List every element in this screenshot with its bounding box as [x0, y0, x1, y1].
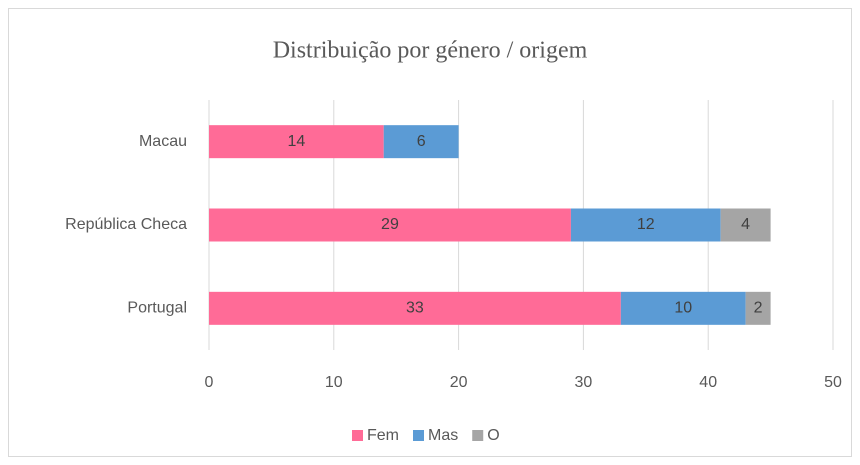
bar [745, 291, 771, 325]
x-tick-label: 10 [325, 374, 343, 391]
y-tick-label: Portugal [127, 300, 187, 317]
data-label: 33 [406, 300, 424, 317]
data-label: 4 [741, 216, 750, 233]
data-label: 2 [754, 300, 763, 317]
legend-label: Fem [367, 427, 399, 444]
bar [209, 125, 384, 159]
data-label: 10 [674, 300, 692, 317]
y-tick-label: República Checa [65, 216, 187, 233]
chart-title: Distribuição por género / origem [273, 38, 588, 64]
legend-swatch [472, 430, 484, 441]
x-tick-label: 0 [205, 374, 214, 391]
bar [620, 291, 746, 325]
y-tick-label: Macau [139, 133, 187, 150]
x-tick-label: 50 [824, 374, 842, 391]
bar [209, 291, 621, 325]
bar [720, 208, 771, 242]
legend-swatch [352, 430, 363, 441]
legend-label: O [487, 427, 499, 444]
x-tick-label: 30 [575, 374, 593, 391]
bar [209, 208, 571, 242]
data-label: 14 [287, 133, 305, 150]
x-tick-label: 20 [450, 374, 468, 391]
data-label: 12 [637, 216, 655, 233]
legend-swatch [413, 430, 424, 441]
data-label: 29 [381, 216, 399, 233]
legend-label: Mas [428, 427, 458, 444]
bar [383, 125, 459, 159]
data-label: 6 [417, 133, 426, 150]
bar [570, 208, 721, 242]
x-tick-label: 40 [699, 374, 717, 391]
